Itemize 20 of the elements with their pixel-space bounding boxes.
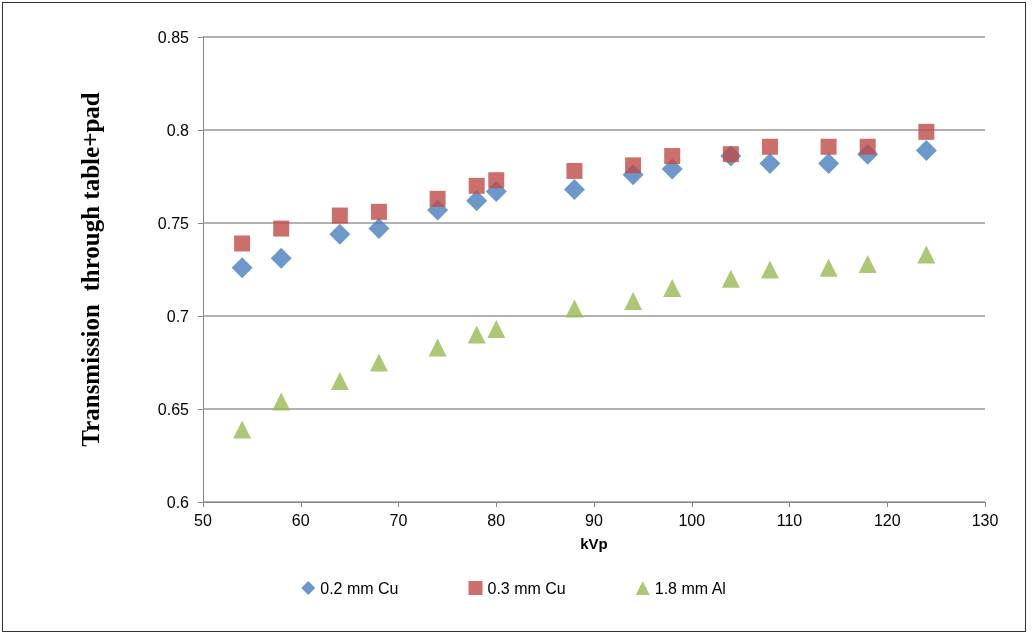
y-tick-label: 0.6 [166, 493, 190, 511]
x-tick-label: 120 [873, 511, 901, 529]
x-tick-label: 90 [585, 511, 603, 529]
legend-label: 1.8 mm Al [654, 579, 726, 597]
x-tick-label: 100 [678, 511, 706, 529]
x-tick-label: 50 [194, 511, 212, 529]
y-tick-label: 0.8 [166, 121, 190, 139]
y-tick-label: 0.75 [157, 214, 190, 232]
x-axis-title: kVp [580, 535, 608, 552]
y-tick-label: 0.65 [157, 400, 190, 418]
y-tick-label: 0.7 [166, 307, 190, 325]
y-tick-label: 0.85 [157, 28, 190, 46]
x-tick-label: 130 [971, 511, 999, 529]
legend-label: 0.3 mm Cu [487, 579, 566, 597]
x-tick-label: 110 [776, 511, 803, 529]
x-tick-label: 70 [389, 511, 408, 529]
y-axis-title: Transmission through table+pad [77, 92, 104, 447]
legend-label: 0.2 mm Cu [320, 579, 399, 597]
x-tick-label: 60 [291, 511, 310, 529]
x-tick-label: 80 [487, 511, 506, 529]
